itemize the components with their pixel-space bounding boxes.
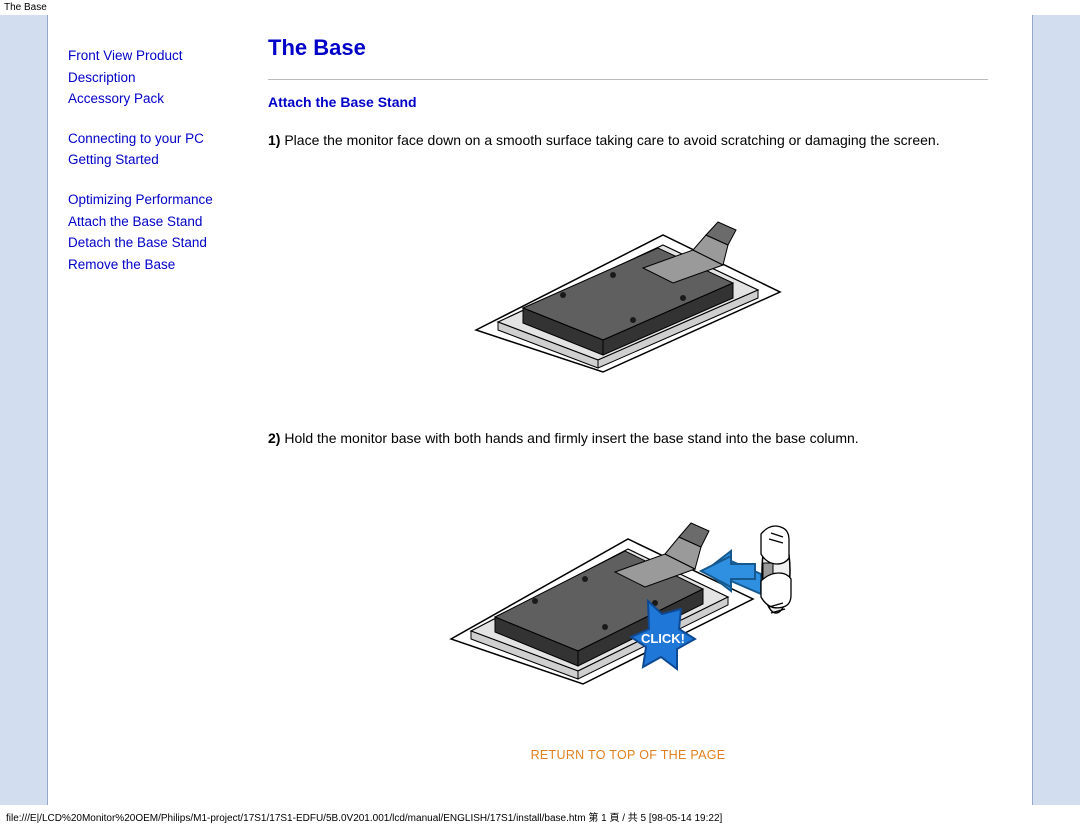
sidebar-group-3: Optimizing Performance Attach the Base S… — [68, 189, 236, 275]
figure-1-illustration — [468, 180, 788, 375]
header-title: The Base — [0, 0, 1080, 15]
step-2: 2) Hold the monitor base with both hands… — [268, 428, 988, 448]
sidebar-link-remove-base[interactable]: Remove the Base — [68, 254, 236, 276]
figure-2: CLICK! — [268, 479, 988, 697]
figure-2-illustration: CLICK! — [443, 479, 813, 694]
return-to-top-link[interactable]: RETURN TO TOP OF THE PAGE — [531, 748, 726, 762]
page-title: The Base — [268, 35, 988, 61]
sidebar-group-1: Front View Product Description Accessory… — [68, 45, 236, 110]
sidebar-link-front-view[interactable]: Front View Product Description — [68, 45, 236, 88]
figure-1 — [268, 180, 988, 378]
content: The Base Attach the Base Stand 1) Place … — [248, 15, 1032, 805]
sidebar-link-attach-base[interactable]: Attach the Base Stand — [68, 211, 236, 233]
step-1-number: 1) — [268, 132, 280, 148]
svg-text:CLICK!: CLICK! — [641, 631, 685, 646]
page-wrapper: Front View Product Description Accessory… — [0, 15, 1080, 805]
sidebar-link-optimizing[interactable]: Optimizing Performance — [68, 189, 236, 211]
right-stripe — [1032, 15, 1080, 805]
sidebar-link-detach-base[interactable]: Detach the Base Stand — [68, 232, 236, 254]
sidebar-link-accessory-pack[interactable]: Accessory Pack — [68, 88, 236, 110]
divider — [268, 79, 988, 80]
step-1-text: Place the monitor face down on a smooth … — [280, 132, 939, 148]
step-2-number: 2) — [268, 430, 280, 446]
sidebar: Front View Product Description Accessory… — [48, 15, 248, 805]
sidebar-link-connecting-pc[interactable]: Connecting to your PC — [68, 128, 236, 150]
step-2-text: Hold the monitor base with both hands an… — [280, 430, 858, 446]
return-to-top: RETURN TO TOP OF THE PAGE — [268, 747, 988, 762]
section-title: Attach the Base Stand — [268, 94, 988, 110]
sidebar-link-getting-started[interactable]: Getting Started — [68, 149, 236, 171]
footer-path: file:///E|/LCD%20Monitor%20OEM/Philips/M… — [0, 805, 1080, 828]
left-stripe — [0, 15, 48, 805]
sidebar-group-2: Connecting to your PC Getting Started — [68, 128, 236, 171]
step-1: 1) Place the monitor face down on a smoo… — [268, 130, 988, 150]
